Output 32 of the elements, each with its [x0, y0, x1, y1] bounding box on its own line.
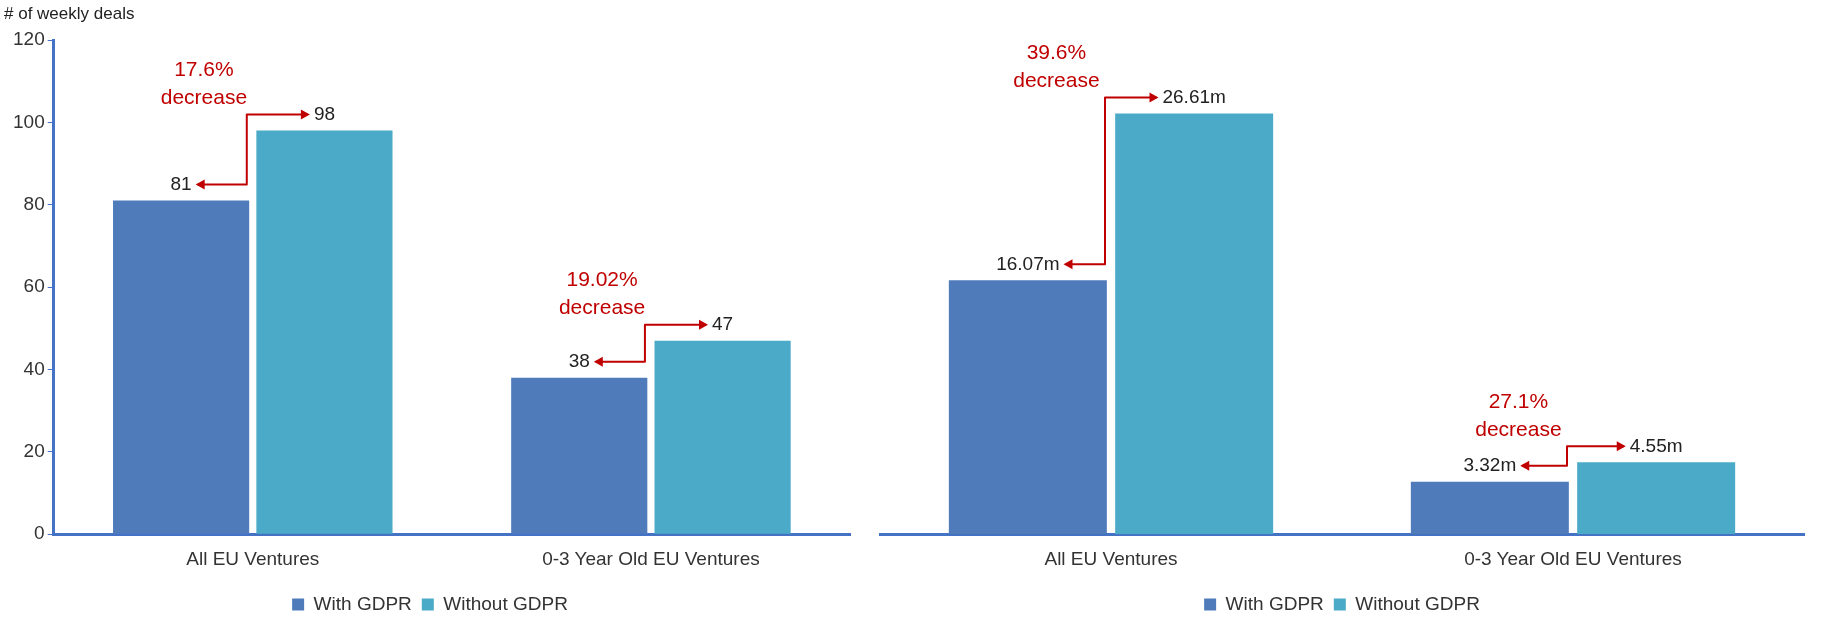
y-tick-label: 60 [23, 275, 45, 297]
y-tick-label: 100 [13, 110, 45, 132]
data-label: 26.61m [1162, 86, 1226, 108]
legend-label: Without GDPR [1355, 592, 1480, 614]
y-axis-title: # of weekly deals [4, 4, 135, 24]
data-label: 3.32m [1463, 454, 1517, 476]
y-tick-label: 20 [23, 440, 45, 462]
legend-label: With GDPR [1225, 592, 1324, 614]
x-tick-label: 0-3 Year Old EU Ventures [1464, 547, 1682, 569]
x-tick-label: All EU Ventures [186, 547, 320, 569]
y-tick-label: 0 [34, 522, 45, 544]
data-label: 4.55m [1629, 435, 1683, 457]
x-tick-label: 0-3 Year Old EU Ventures [542, 547, 760, 569]
legend-label: With GDPR [313, 592, 412, 614]
text: 39.6% decrease [1013, 39, 1100, 91]
annotation: 27.1% decrease [1475, 388, 1562, 440]
data-label: 38 [568, 350, 590, 372]
data-label: 98 [313, 103, 336, 125]
y-tick-label: 80 [23, 192, 45, 214]
annotation: 19.02% decrease [558, 266, 646, 318]
y-tick-label: 40 [23, 357, 45, 379]
bar [1115, 113, 1274, 535]
data-label: 16.07m [996, 252, 1060, 274]
data-label: 81 [170, 173, 192, 195]
data-label: 47 [712, 313, 734, 335]
legend-label: Without GDPR [443, 592, 568, 614]
x-tick-label: All EU Ventures [1044, 547, 1178, 569]
y-tick-label: 120 [13, 28, 45, 50]
annotation: 17.6% decrease [160, 56, 248, 108]
bar [1577, 462, 1736, 535]
bar [654, 340, 791, 534]
bar [256, 130, 393, 534]
